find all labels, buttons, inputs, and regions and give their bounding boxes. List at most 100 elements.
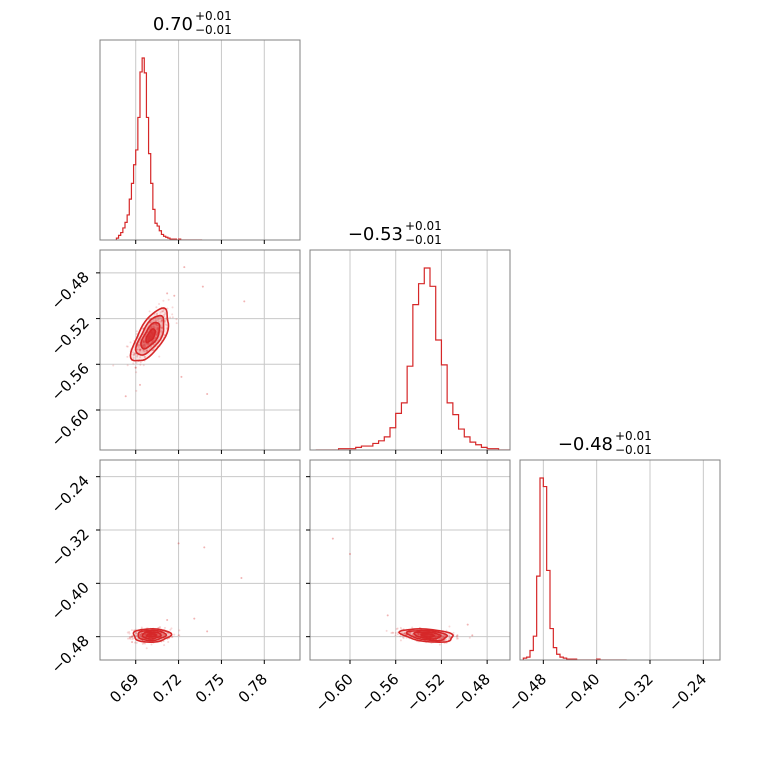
histogram-step-line bbox=[522, 477, 627, 660]
sample-point bbox=[128, 632, 131, 635]
sample-point bbox=[399, 635, 402, 638]
sample-point bbox=[139, 363, 142, 366]
sample-point bbox=[394, 634, 397, 637]
title-plus-error: +0.01 bbox=[615, 429, 652, 443]
sample-point bbox=[390, 632, 393, 635]
sample-point bbox=[139, 633, 142, 636]
sample-point bbox=[146, 349, 149, 352]
sample-point bbox=[468, 636, 471, 639]
sample-point bbox=[136, 355, 139, 358]
sample-point bbox=[177, 634, 180, 637]
sample-point bbox=[149, 321, 152, 324]
sample-point bbox=[417, 632, 420, 635]
sample-point bbox=[150, 340, 153, 343]
y-tick-label: −0.56 bbox=[48, 359, 93, 404]
sample-point bbox=[385, 629, 388, 632]
sample-point bbox=[138, 348, 141, 351]
sample-point bbox=[140, 632, 143, 635]
sample-point bbox=[142, 642, 145, 645]
sample-point bbox=[140, 626, 143, 629]
x-tick-label: −0.56 bbox=[357, 670, 402, 715]
sample-point bbox=[139, 349, 142, 352]
sample-point bbox=[132, 637, 135, 640]
sample-point bbox=[155, 328, 158, 331]
sample-point bbox=[403, 632, 406, 635]
sample-point bbox=[142, 341, 145, 344]
sample-point bbox=[455, 634, 458, 637]
sample-point bbox=[156, 328, 159, 331]
sample-point bbox=[160, 326, 163, 329]
x-tick-label: 0.69 bbox=[106, 670, 142, 706]
sample-point bbox=[150, 320, 153, 323]
scatter-points bbox=[331, 537, 474, 646]
sample-point bbox=[171, 636, 174, 639]
sample-point bbox=[141, 327, 144, 330]
histogram-step-line bbox=[115, 57, 203, 240]
sample-point bbox=[140, 634, 143, 637]
sample-point bbox=[132, 353, 135, 356]
sample-point bbox=[391, 631, 394, 634]
sample-point bbox=[152, 325, 155, 328]
sample-point bbox=[160, 330, 163, 333]
sample-point bbox=[409, 631, 412, 634]
histogram-step-line bbox=[315, 267, 510, 450]
sample-point bbox=[132, 354, 135, 357]
sample-point bbox=[441, 634, 444, 637]
sample-point bbox=[136, 635, 139, 638]
x-tick-label: 0.72 bbox=[149, 670, 185, 706]
sample-point bbox=[142, 364, 145, 367]
sample-point bbox=[439, 637, 442, 640]
sample-point bbox=[156, 331, 159, 334]
sample-point bbox=[139, 361, 142, 364]
sample-point bbox=[180, 375, 183, 378]
sample-point bbox=[438, 643, 441, 646]
x-tick-label: −0.32 bbox=[612, 670, 657, 715]
sample-point bbox=[155, 319, 158, 322]
histogram-panel-2: −0.48 +0.01−0.01 bbox=[519, 429, 721, 661]
sample-point bbox=[133, 353, 136, 356]
sample-point bbox=[396, 627, 399, 630]
scatter-panel-0 bbox=[99, 249, 301, 451]
sample-point bbox=[164, 312, 167, 315]
sample-point bbox=[167, 298, 170, 301]
sample-point bbox=[439, 637, 442, 640]
sample-point bbox=[158, 302, 161, 305]
sample-point bbox=[175, 318, 178, 321]
sample-point bbox=[418, 633, 421, 636]
sample-point bbox=[164, 311, 167, 314]
y-tick-label: −0.60 bbox=[48, 405, 93, 450]
sample-point bbox=[162, 313, 165, 316]
sample-point bbox=[386, 614, 389, 617]
histogram-panel-0: 0.70 +0.01−0.01 bbox=[99, 9, 301, 241]
x-tick-label: 0.78 bbox=[235, 670, 271, 706]
title-minus-error: −0.01 bbox=[195, 23, 232, 37]
sample-point bbox=[155, 333, 158, 336]
sample-point bbox=[409, 631, 412, 634]
sample-point bbox=[206, 393, 209, 395]
panel-frame bbox=[309, 459, 511, 661]
sample-point bbox=[127, 637, 130, 640]
x-tick-label: −0.48 bbox=[449, 670, 494, 715]
sample-point bbox=[442, 635, 445, 638]
sample-point bbox=[144, 356, 147, 359]
sample-point bbox=[137, 346, 140, 349]
title-plus-error: +0.01 bbox=[195, 9, 232, 23]
sample-point bbox=[157, 320, 160, 323]
sample-point bbox=[138, 634, 141, 637]
sample-point bbox=[434, 635, 437, 638]
sample-point bbox=[156, 634, 159, 637]
sample-point bbox=[160, 310, 163, 313]
sample-point bbox=[440, 637, 443, 640]
sample-point bbox=[411, 626, 414, 629]
sample-point bbox=[143, 634, 146, 637]
sample-point bbox=[143, 350, 146, 353]
sample-point bbox=[403, 632, 406, 635]
sample-point bbox=[164, 323, 167, 326]
sample-point bbox=[175, 322, 178, 325]
sample-point bbox=[145, 349, 148, 352]
sample-point bbox=[171, 306, 174, 309]
sample-point bbox=[455, 637, 458, 640]
sample-point bbox=[135, 389, 138, 392]
sample-point bbox=[150, 326, 153, 329]
sample-point bbox=[140, 633, 143, 636]
